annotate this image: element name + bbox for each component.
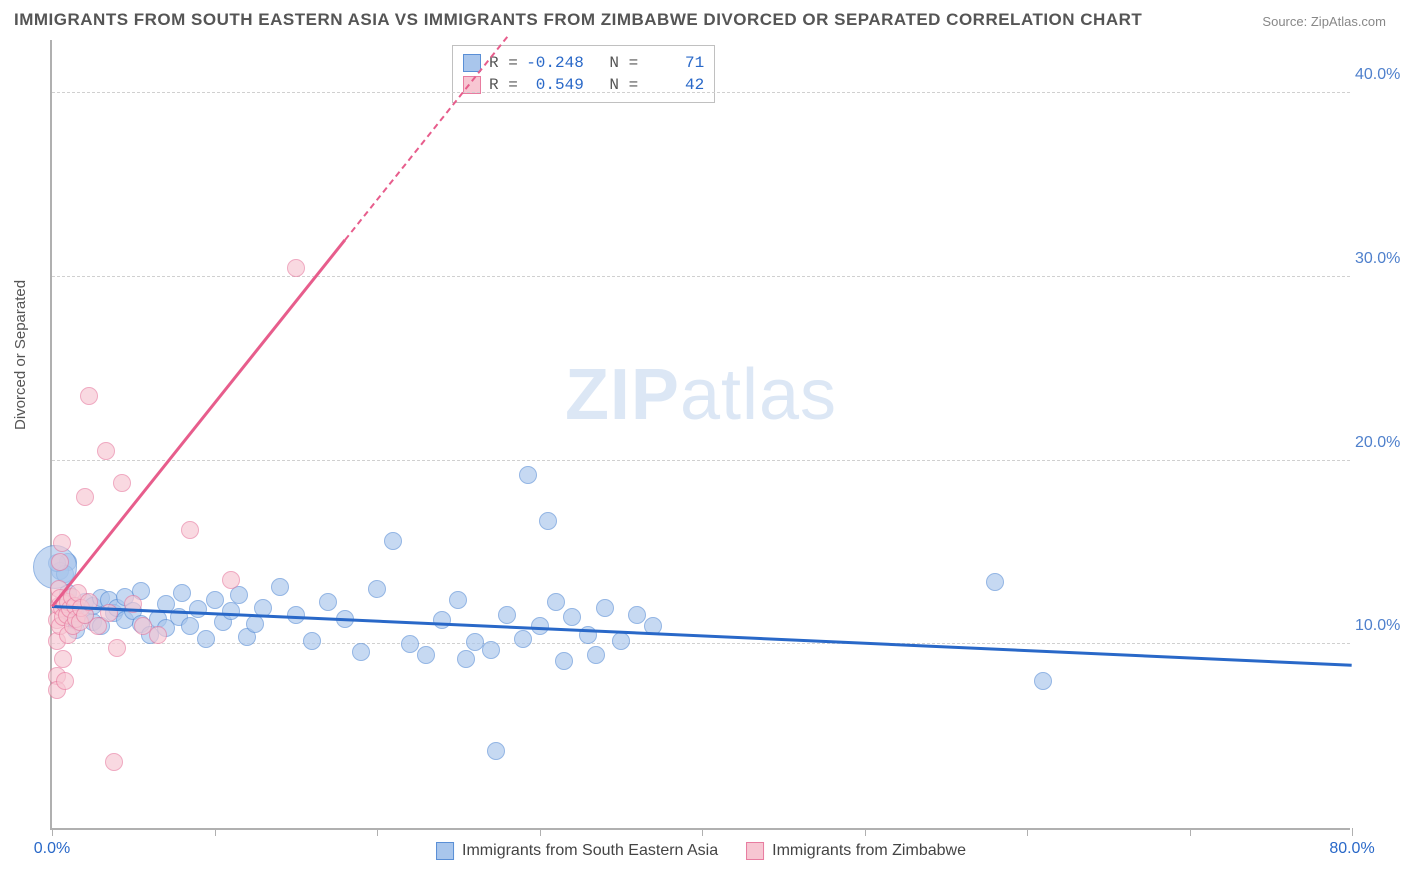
scatter-point-sea — [628, 606, 646, 624]
y-tick-label: 40.0% — [1355, 66, 1406, 84]
gridline-h — [52, 92, 1350, 93]
swatch-sea — [436, 842, 454, 860]
x-tick-label: 0.0% — [34, 840, 70, 858]
scatter-point-sea — [596, 599, 614, 617]
scatter-point-zim — [97, 442, 115, 460]
watermark: ZIPatlas — [565, 354, 837, 436]
n-label: N = — [609, 54, 638, 72]
scatter-point-sea — [986, 573, 1004, 591]
r-label: R = — [489, 54, 518, 72]
scatter-point-zim — [287, 259, 305, 277]
scatter-point-sea — [384, 532, 402, 550]
scatter-point-zim — [113, 474, 131, 492]
chart-title: IMMIGRANTS FROM SOUTH EASTERN ASIA VS IM… — [14, 10, 1142, 30]
scatter-point-sea — [271, 578, 289, 596]
scatter-point-sea — [222, 602, 240, 620]
scatter-point-sea — [563, 608, 581, 626]
scatter-point-sea — [368, 580, 386, 598]
x-axis-legend: Immigrants from South Eastern Asia Immig… — [436, 842, 966, 860]
scatter-point-sea — [197, 630, 215, 648]
scatter-point-sea — [417, 646, 435, 664]
scatter-point-sea — [612, 632, 630, 650]
r-value-sea: -0.248 — [526, 54, 584, 72]
scatter-point-sea — [189, 600, 207, 618]
scatter-point-sea — [555, 652, 573, 670]
x-tick — [1352, 828, 1353, 836]
scatter-point-zim — [105, 753, 123, 771]
scatter-point-zim — [181, 521, 199, 539]
scatter-point-sea — [433, 611, 451, 629]
scatter-point-zim — [54, 650, 72, 668]
gridline-h — [52, 276, 1350, 277]
scatter-point-sea — [181, 617, 199, 635]
y-tick-label: 30.0% — [1355, 250, 1406, 268]
source-attribution: Source: ZipAtlas.com — [1262, 14, 1386, 29]
scatter-point-sea — [206, 591, 224, 609]
scatter-point-sea — [449, 591, 467, 609]
stats-row-sea: R = -0.248 N = 71 — [463, 52, 704, 74]
source-label: Source: — [1262, 14, 1307, 29]
scatter-point-sea — [519, 466, 537, 484]
scatter-plot-area: ZIPatlas R = -0.248 N = 71 R = 0.549 N =… — [50, 40, 1350, 830]
n-value-sea: 71 — [646, 54, 704, 72]
x-tick — [377, 828, 378, 836]
y-tick-label: 20.0% — [1355, 434, 1406, 452]
scatter-point-zim — [222, 571, 240, 589]
x-tick — [702, 828, 703, 836]
scatter-point-zim — [108, 639, 126, 657]
scatter-point-sea — [514, 630, 532, 648]
scatter-point-zim — [56, 672, 74, 690]
watermark-bold: ZIP — [565, 355, 680, 435]
scatter-point-sea — [547, 593, 565, 611]
scatter-point-sea — [487, 742, 505, 760]
x-tick — [540, 828, 541, 836]
scatter-point-zim — [149, 626, 167, 644]
gridline-h — [52, 460, 1350, 461]
x-tick — [215, 828, 216, 836]
x-tick — [1190, 828, 1191, 836]
x-tick — [865, 828, 866, 836]
scatter-point-sea — [457, 650, 475, 668]
x-tick-label: 80.0% — [1329, 840, 1374, 858]
legend-label-zim: Immigrants from Zimbabwe — [772, 842, 966, 860]
watermark-light: atlas — [680, 355, 837, 435]
scatter-point-sea — [482, 641, 500, 659]
swatch-zim — [746, 842, 764, 860]
legend-item-zim: Immigrants from Zimbabwe — [746, 842, 966, 860]
scatter-point-sea — [401, 635, 419, 653]
y-axis-label: Divorced or Separated — [12, 280, 29, 430]
x-tick — [1027, 828, 1028, 836]
y-tick-label: 10.0% — [1355, 617, 1406, 635]
x-tick — [52, 828, 53, 836]
trend-line — [51, 239, 345, 607]
legend-item-sea: Immigrants from South Eastern Asia — [436, 842, 718, 860]
source-name: ZipAtlas.com — [1311, 14, 1386, 29]
scatter-point-sea — [303, 632, 321, 650]
scatter-point-sea — [173, 584, 191, 602]
scatter-point-zim — [80, 387, 98, 405]
scatter-point-sea — [352, 643, 370, 661]
scatter-point-sea — [587, 646, 605, 664]
scatter-point-sea — [246, 615, 264, 633]
trend-line — [344, 36, 508, 241]
legend-label-sea: Immigrants from South Eastern Asia — [462, 842, 718, 860]
scatter-point-sea — [498, 606, 516, 624]
scatter-point-zim — [76, 488, 94, 506]
scatter-point-sea — [539, 512, 557, 530]
scatter-point-zim — [53, 534, 71, 552]
scatter-point-sea — [319, 593, 337, 611]
scatter-point-sea — [1034, 672, 1052, 690]
scatter-point-zim — [51, 553, 69, 571]
